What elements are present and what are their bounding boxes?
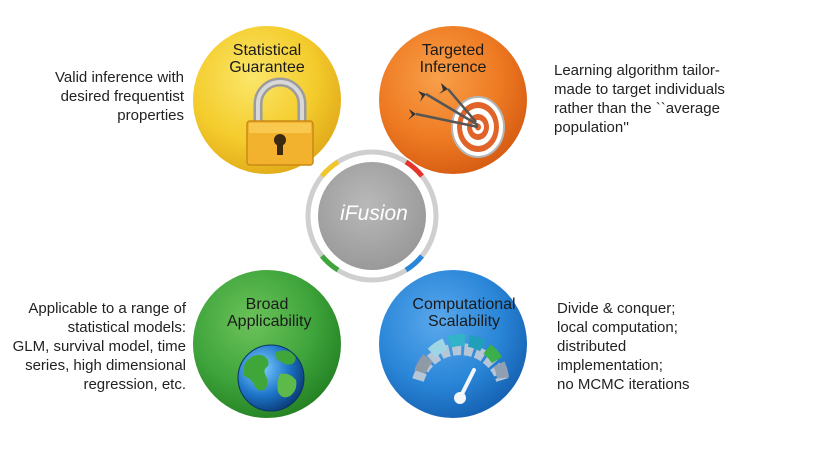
center-ring — [305, 149, 439, 283]
ring-accent-blue — [404, 254, 424, 273]
title-line2: Scalability — [427, 313, 501, 330]
ring-accent-green — [320, 254, 340, 273]
description-line: statistical models: — [67, 319, 186, 336]
broad-applicability-description: Applicable to a range of statistical mod… — [4, 299, 186, 394]
title-line2: Guarantee — [229, 59, 305, 76]
ring-accent-yellow — [320, 159, 340, 178]
statistical-guarantee-description: Valid inference with desired frequentist… — [20, 68, 184, 125]
title-line2: Inference — [419, 59, 487, 76]
description-line: local computation; — [557, 319, 678, 336]
title-line1: Statistical — [232, 42, 302, 59]
title-line2: Applicability — [227, 313, 312, 330]
padlock-icon — [246, 77, 314, 166]
description-line: no MCMC iterations — [557, 376, 690, 393]
center-circle — [318, 162, 426, 270]
description-line: Applicable to a range of — [28, 300, 186, 317]
description-line: Divide & conquer; — [557, 300, 676, 317]
ring-accent-red — [404, 159, 424, 178]
description-line: properties — [117, 107, 184, 124]
description-line: GLM, survival model, time — [12, 338, 186, 355]
title-line1: Broad — [245, 296, 289, 313]
center-label: iFusion — [340, 202, 408, 225]
description-line: made to target individuals — [554, 81, 725, 98]
description-line: regression, etc. — [83, 376, 186, 393]
globe-icon — [237, 344, 305, 412]
title-line1: Targeted — [421, 42, 485, 59]
title-line1: Computational — [412, 296, 516, 313]
description-line: rather than the ``average — [554, 100, 720, 117]
targeted-inference-description: Learning algorithm tailor- made to targe… — [554, 61, 754, 137]
description-line: distributed — [557, 338, 627, 355]
computational-scalability-title: Computational Scalability — [402, 296, 526, 330]
speedometer-icon — [412, 333, 509, 404]
description-line: Valid inference with — [55, 69, 184, 86]
description-line: series, high dimensional — [25, 357, 186, 374]
description-line: Learning algorithm tailor- — [554, 62, 720, 79]
targeted-inference-title: Targeted Inference — [413, 42, 493, 76]
broad-applicability-title: Broad Applicability — [227, 296, 312, 330]
description-line: population'' — [554, 119, 629, 136]
statistical-guarantee-title: Statistical Guarantee — [227, 42, 307, 76]
description-line: implementation; — [557, 357, 663, 374]
target-arrows-icon — [408, 83, 505, 158]
description-line: desired frequentist — [60, 88, 184, 105]
computational-scalability-description: Divide & conquer; local computation; dis… — [557, 299, 737, 394]
